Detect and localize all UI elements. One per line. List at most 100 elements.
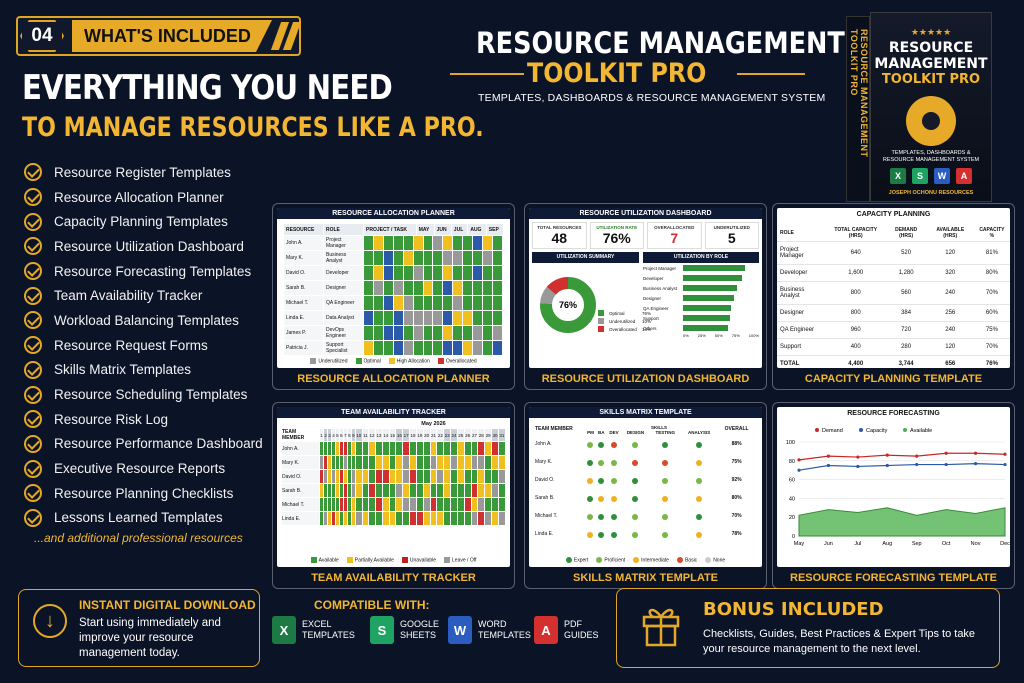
- utilization-summary-list: Optimal 76% Underutilized 10% Overallocated 1…: [598, 309, 651, 333]
- legend-label: Partially Available: [354, 557, 394, 563]
- table-row: Sarah B. Designer: [283, 280, 504, 296]
- skill-dot: [632, 514, 639, 520]
- allocation-block: [373, 236, 384, 250]
- allocation-block: [403, 296, 414, 310]
- availability-cell: [463, 483, 472, 498]
- x-tick: Sep: [912, 541, 922, 547]
- app-type: SHEETS: [400, 630, 437, 640]
- column-header: PROJECT / TASK: [363, 223, 417, 236]
- availability-cell: [477, 511, 486, 526]
- table-cell: 80%: [973, 264, 1010, 282]
- allocation-block: [473, 326, 484, 340]
- availability-cell: [415, 455, 424, 470]
- allocation-bars: [363, 310, 504, 326]
- data-point: [826, 463, 831, 468]
- availability-cell: [429, 511, 438, 526]
- role-bars: Project Manager Developer Business Analyst…: [643, 263, 759, 345]
- role-bar: [683, 295, 734, 301]
- feature-list: Resource Register Templates Resource Allo…: [24, 160, 272, 530]
- table-row: Support 400 280 120 70%: [777, 338, 1010, 356]
- availability-cell: [470, 483, 479, 498]
- card-allocation: RESOURCE ALLOCATION PLANNER RESOURCE ROLE…: [272, 203, 515, 390]
- data-point: [973, 462, 978, 466]
- availability-cell: [497, 469, 507, 484]
- overall-value: 92%: [731, 477, 742, 483]
- table-row: David O.: [281, 469, 507, 484]
- table-cell: 800: [825, 281, 886, 305]
- compat-app: W WORD TEMPLATES: [448, 616, 531, 644]
- allocation-block: [483, 326, 493, 340]
- allocation-block: [433, 311, 444, 325]
- availability-cell: [422, 497, 431, 512]
- allocation-block: [433, 251, 444, 265]
- pdf-icon: A: [956, 168, 972, 184]
- skill-dot: [587, 478, 594, 484]
- summary-item: Overallocated 14%: [598, 325, 651, 333]
- legend-item: None: [705, 556, 725, 563]
- capacity-table: ROLE TOTAL CAPACITY (HRS) DEMAND (HRS) AVAI…: [777, 225, 1010, 368]
- check-circle-icon: [24, 459, 42, 478]
- table-cell: 520: [885, 241, 927, 265]
- allocation-block: [364, 266, 374, 280]
- member-name: John A.: [535, 441, 552, 447]
- card-availability: TEAM AVAILABILITY TRACKER May 2026 TEAM …: [272, 402, 515, 589]
- allocation-block: [364, 341, 374, 355]
- section-label: WHAT'S INCLUDED: [72, 20, 272, 52]
- card-title: RESOURCE ALLOCATION PLANNER: [277, 208, 510, 219]
- allocation-block: [453, 251, 464, 265]
- axis-tick: 75%: [731, 333, 740, 338]
- skill-dot: [662, 496, 669, 502]
- availability-cell: [368, 469, 376, 484]
- data-point: [944, 462, 948, 467]
- table-cell: QA Engineer: [777, 321, 826, 339]
- gear-people-icon: [906, 96, 956, 146]
- pdf-icon: A: [534, 616, 558, 644]
- allocation-block: [463, 251, 474, 265]
- table-cell: 70%: [973, 281, 1010, 305]
- allocation-block: [373, 251, 384, 265]
- check-circle-icon: [24, 508, 42, 527]
- compat-app: S GOOGLE SHEETS: [370, 616, 439, 644]
- skill-dot: [598, 496, 605, 502]
- box-author: JOSEPH OCHONU RESOURCES: [888, 190, 974, 196]
- skill-dot: [662, 514, 669, 520]
- skill-dot: [696, 442, 703, 448]
- member-name: Michael T.: [535, 513, 558, 519]
- table-row: Mary K. 75%: [535, 453, 756, 471]
- series-line-demand: [798, 452, 1006, 461]
- role-label: Developer: [643, 275, 664, 281]
- availability-cell: [429, 455, 438, 470]
- word-icon: W: [934, 168, 950, 184]
- skill-dot: [587, 460, 594, 466]
- availability-cell: [368, 441, 376, 456]
- excel-icon: X: [890, 168, 906, 184]
- availability-cell: [374, 483, 383, 498]
- overall-value: 88%: [731, 441, 742, 447]
- availability-grid: TEAM MEMBER 1 2 3 4 5 6 7 8 9 10 11 12 13 14 15 16 17 18 19…: [281, 428, 507, 526]
- allocation-bars: [363, 280, 504, 296]
- allocation-block: [483, 296, 493, 310]
- availability-cell: [484, 497, 493, 512]
- skill-dot: [587, 532, 594, 538]
- allocation-bars: [363, 250, 504, 266]
- availability-cell: [463, 511, 472, 526]
- availability-cell: [374, 469, 383, 484]
- table-cell: Linda E.: [283, 310, 324, 326]
- legend-item: Available: [310, 556, 339, 563]
- allocation-block: [483, 266, 493, 280]
- section-badge: 04 WHAT'S INCLUDED: [16, 16, 302, 56]
- table-cell: TOTAL: [777, 355, 826, 368]
- overall-value: 70%: [731, 513, 742, 519]
- column-header: ROLE: [323, 223, 364, 236]
- table-cell: 120: [926, 241, 974, 265]
- column-header: TESTING: [655, 430, 675, 435]
- member-name: Mary K.: [535, 459, 553, 465]
- skill-dot: [662, 460, 669, 466]
- table-cell: 60%: [973, 304, 1010, 322]
- box-spine-text: RESOURCE MANAGEMENT TOOLKIT PRO: [849, 29, 869, 158]
- availability-cell: [354, 441, 363, 456]
- allocation-table: RESOURCE ROLE PROJECT / TASK MAY JUN JUL AUG SE…: [283, 223, 505, 356]
- summary-value: 10%: [642, 318, 652, 324]
- allocation-bars: [363, 235, 504, 251]
- availability-cell: [456, 441, 465, 456]
